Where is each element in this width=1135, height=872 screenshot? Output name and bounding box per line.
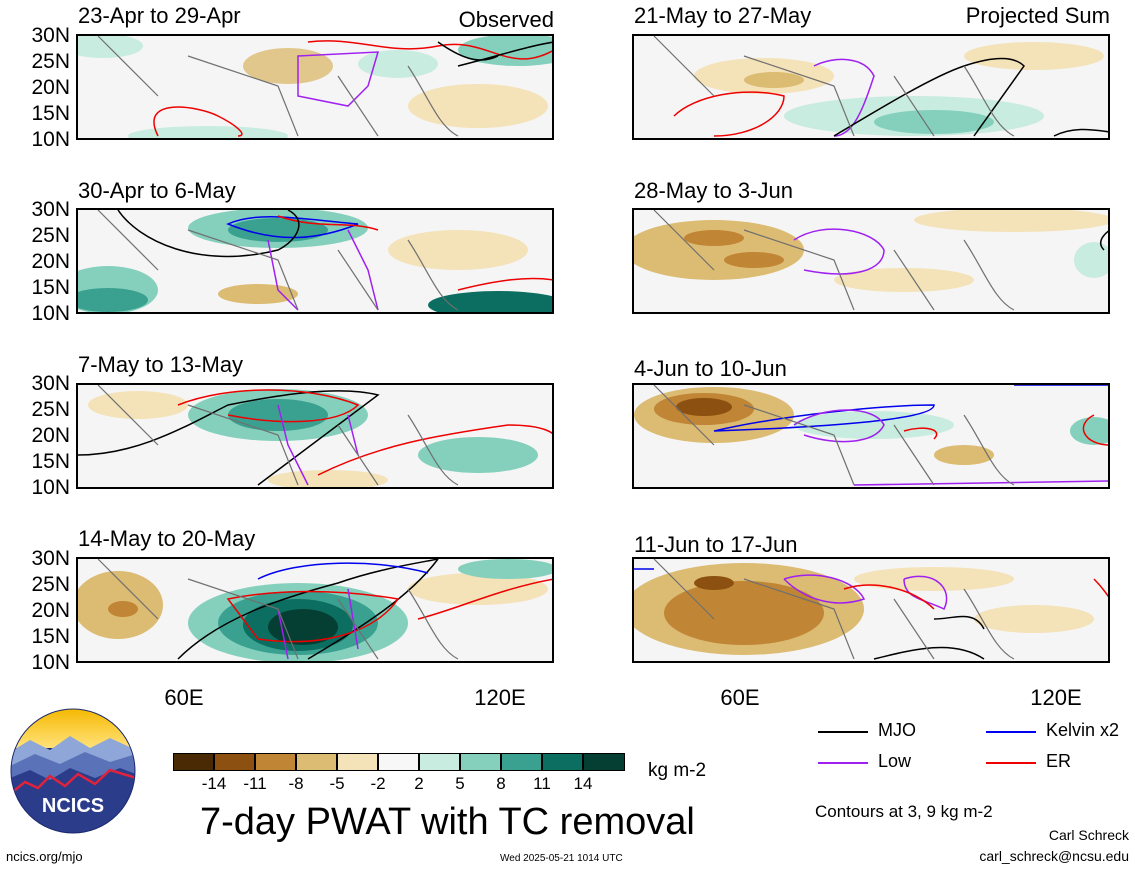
y-tick: 10N [31, 651, 70, 674]
panel-title-7: 4-Jun to 10-Jun [634, 356, 787, 381]
colorbar-label: 5 [455, 774, 465, 793]
x-tick-60e-right: 60E [720, 685, 760, 710]
y-tick: 25N [31, 573, 70, 596]
colorbar-label: -11 [243, 774, 267, 793]
colorbar-label: 11 [533, 774, 551, 793]
legend-line-kelvin [986, 731, 1036, 733]
y-tick: 25N [31, 224, 70, 247]
colorbar-swatch [255, 753, 296, 771]
y-tick: 20N [31, 599, 70, 622]
colorbar-swatch [583, 753, 625, 771]
panel-title-5: 21-May to 27-May [634, 3, 812, 28]
panel-title-1: 23-Apr to 29-Apr [78, 3, 241, 28]
legend-line-er [986, 762, 1036, 764]
map-panel-8 [632, 557, 1110, 663]
legend-line-low [818, 762, 868, 764]
colorbar-label: -8 [288, 774, 304, 793]
panel-title-2: 30-Apr to 6-May [78, 178, 236, 203]
colorbar-swatch [214, 753, 255, 771]
map-panel-1 [76, 34, 554, 140]
y-tick: 20N [31, 76, 70, 99]
y-tick: 10N [31, 128, 70, 151]
y-tick: 30N [31, 372, 70, 395]
y-tick: 25N [31, 50, 70, 73]
map-panel-2 [76, 208, 554, 314]
legend-label-kelvin: Kelvin x2 [1046, 720, 1120, 740]
colorbar-label: 2 [414, 774, 424, 793]
source-url: ncics.org/mjo [6, 849, 83, 864]
y-tick: 30N [31, 547, 70, 570]
panel-title-3: 7-May to 13-May [78, 352, 244, 377]
colorbar-units: kg m-2 [648, 760, 707, 781]
map-panel-7 [632, 383, 1110, 489]
timestamp: Wed 2025-05-21 1014 UTC [500, 853, 623, 864]
colorbar-swatch [460, 753, 501, 771]
map-panel-5 [632, 34, 1110, 140]
y-tick: 20N [31, 424, 70, 447]
colorbar-swatch [419, 753, 460, 771]
colorbar-label: -2 [370, 774, 386, 793]
y-tick: 15N [31, 102, 70, 125]
legend-label-er: ER [1046, 751, 1072, 771]
main-title: 7-day PWAT with TC removal [200, 801, 695, 843]
colorbar-swatch [173, 753, 214, 771]
panel-title-6: 28-May to 3-Jun [634, 178, 793, 203]
panel-label-observed: Observed [458, 7, 554, 32]
panel-label-projected: Projected Sum [965, 3, 1110, 28]
y-tick: 20N [31, 250, 70, 273]
logo-text: NCICS [42, 795, 104, 817]
ncics-logo: NCICS [10, 708, 136, 834]
legend-label-low: Low [878, 751, 912, 771]
panel-title-8: 11-Jun to 17-Jun [634, 532, 798, 557]
colorbar-swatch [501, 753, 542, 771]
colorbar-swatch [337, 753, 378, 771]
colorbar-label: 14 [573, 774, 593, 793]
colorbar-label: -14 [201, 774, 227, 793]
x-tick-60e-left: 60E [164, 685, 204, 710]
colorbar-label: -5 [329, 774, 345, 793]
y-tick: 15N [31, 276, 70, 299]
y-tick: 25N [31, 398, 70, 421]
colorbar-swatch [542, 753, 583, 771]
y-tick: 15N [31, 450, 70, 473]
author-name: Carl Schreck [1048, 827, 1129, 843]
author-email: carl_schreck@ncsu.edu [979, 848, 1129, 864]
legend-line-mjo [818, 731, 868, 733]
colorbar-label: 8 [496, 774, 506, 793]
colorbar-swatch [296, 753, 337, 771]
x-tick-120e-left: 120E [474, 685, 526, 710]
y-tick: 10N [31, 302, 70, 325]
colorbar-swatch [378, 753, 419, 771]
y-tick: 10N [31, 476, 70, 499]
map-panel-6 [632, 208, 1110, 314]
map-panel-4 [76, 557, 554, 663]
y-tick: 15N [31, 625, 70, 648]
map-panel-3 [76, 383, 554, 489]
x-tick-120e-right: 120E [1030, 685, 1082, 710]
legend-label-mjo: MJO [878, 720, 916, 740]
panel-title-4: 14-May to 20-May [78, 526, 256, 551]
y-tick: 30N [31, 198, 70, 221]
y-tick: 30N [31, 24, 70, 47]
contour-note: Contours at 3, 9 kg m-2 [815, 802, 993, 821]
